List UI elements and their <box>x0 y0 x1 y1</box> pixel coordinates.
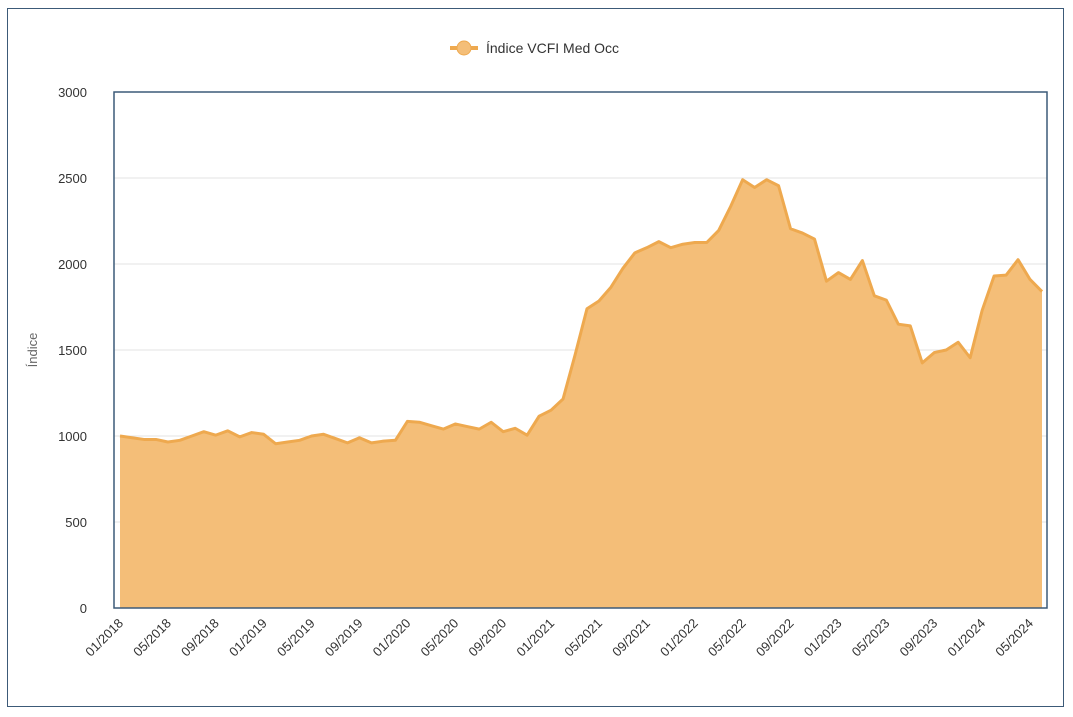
y-tick-label: 3000 <box>58 85 87 100</box>
legend[interactable]: Índice VCFI Med Occ <box>450 40 619 56</box>
x-tick-label: 09/2020 <box>465 616 509 660</box>
plot-border <box>113 91 1048 609</box>
x-tick-label: 05/2022 <box>705 616 749 660</box>
series-area <box>120 179 1042 608</box>
x-tick-label: 09/2018 <box>178 616 222 660</box>
x-tick-label: 01/2022 <box>657 616 701 660</box>
legend-marker-icon <box>456 40 472 56</box>
y-tick-label: 2000 <box>58 257 87 272</box>
x-tick-label: 09/2021 <box>609 616 653 660</box>
y-tick-label: 2500 <box>58 171 87 186</box>
legend-label: Índice VCFI Med Occ <box>486 40 619 56</box>
x-tick-label: 01/2018 <box>82 616 126 660</box>
x-axis-ticks: 01/2018 05/2018 09/2018 01/2019 05/2019 09/20… <box>82 616 1036 660</box>
x-tick-label: 05/2024 <box>992 616 1036 660</box>
x-tick-label: 09/2019 <box>322 616 366 660</box>
x-tick-label: 01/2020 <box>370 616 414 660</box>
x-tick-label: 09/2023 <box>897 616 941 660</box>
y-tick-label: 1500 <box>58 343 87 358</box>
x-tick-label: 01/2021 <box>513 616 557 660</box>
y-tick-label: 0 <box>80 601 87 616</box>
x-tick-label: 01/2024 <box>944 616 988 660</box>
y-tick-label: 1000 <box>58 429 87 444</box>
x-tick-label: 01/2019 <box>226 616 270 660</box>
y-axis-title: Índice <box>25 333 40 368</box>
x-tick-label: 09/2022 <box>753 616 797 660</box>
y-axis-ticks: 0 500 1000 1500 2000 2500 3000 <box>58 85 87 616</box>
x-tick-label: 01/2023 <box>801 616 845 660</box>
x-tick-label: 05/2021 <box>561 616 605 660</box>
x-tick-label: 05/2019 <box>274 616 318 660</box>
series-line <box>119 178 1044 446</box>
y-tick-label: 500 <box>65 515 87 530</box>
x-tick-label: 05/2018 <box>130 616 174 660</box>
x-tick-label: 05/2020 <box>418 616 462 660</box>
x-tick-label: 05/2023 <box>849 616 893 660</box>
